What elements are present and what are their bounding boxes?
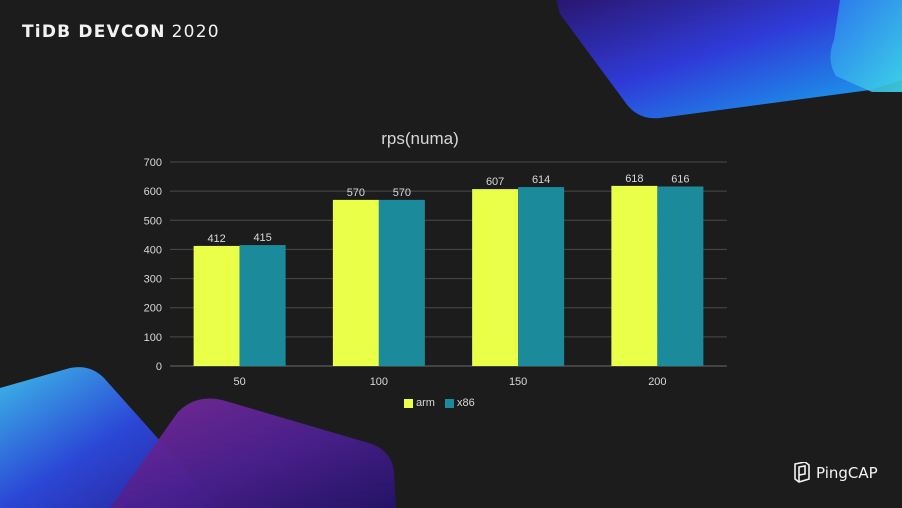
event-title: TiDB DEVCON 2020 <box>22 22 220 42</box>
data-label-x86-100: 570 <box>393 187 411 199</box>
x-tick-label-150: 150 <box>509 376 527 388</box>
y-tick-label-500: 500 <box>144 215 162 227</box>
data-label-arm-50: 412 <box>207 233 225 245</box>
y-tick-label-200: 200 <box>144 303 162 315</box>
bar-arm-50 <box>193 245 240 366</box>
legend-swatch-arm <box>404 398 413 408</box>
legend-swatch-x86 <box>444 398 454 408</box>
data-label-x86-200: 616 <box>671 173 689 185</box>
chart-legend: arm x86 <box>404 397 485 409</box>
x-tick-label-100: 100 <box>370 376 388 388</box>
pingcap-logo: PingCAP <box>793 462 878 484</box>
pingcap-logo-icon <box>794 462 810 483</box>
bar-x86-50 <box>239 245 286 366</box>
y-tick-label-400: 400 <box>144 244 162 256</box>
top-right-shape <box>556 0 902 119</box>
bar-arm-100 <box>332 199 379 366</box>
event-name: TiDB DEVCON <box>22 22 166 42</box>
data-label-arm-100: 570 <box>347 187 365 199</box>
top-right-accent <box>830 0 902 92</box>
bar-arm-150 <box>472 189 519 366</box>
data-label-x86-50: 415 <box>253 232 271 244</box>
data-label-arm-200: 618 <box>625 173 643 185</box>
legend-label-x86: x86 <box>456 397 475 409</box>
legend-item-arm: arm <box>404 397 435 409</box>
legend-item-x86: x86 <box>444 397 475 409</box>
x-tick-label-200: 200 <box>648 376 666 388</box>
data-label-x86-150: 614 <box>532 174 550 186</box>
y-tick-label-600: 600 <box>144 186 162 198</box>
x-tick-label-50: 50 <box>234 376 246 388</box>
logo-text: PingCAP <box>816 464 878 482</box>
bar-x86-200 <box>657 186 704 366</box>
chart-title: rps(numa) <box>381 129 459 148</box>
legend-label-arm: arm <box>416 397 435 409</box>
data-label-arm-150: 607 <box>486 176 504 188</box>
bar-arm-200 <box>611 185 658 366</box>
y-tick-label-0: 0 <box>156 361 162 373</box>
bar-x86-100 <box>378 199 425 366</box>
y-tick-label-700: 700 <box>144 157 162 169</box>
bottom-mid-shape <box>110 398 396 508</box>
y-tick-label-300: 300 <box>144 274 162 286</box>
bar-x86-150 <box>518 187 565 366</box>
y-tick-label-100: 100 <box>144 332 162 344</box>
event-year: 2020 <box>171 22 220 42</box>
